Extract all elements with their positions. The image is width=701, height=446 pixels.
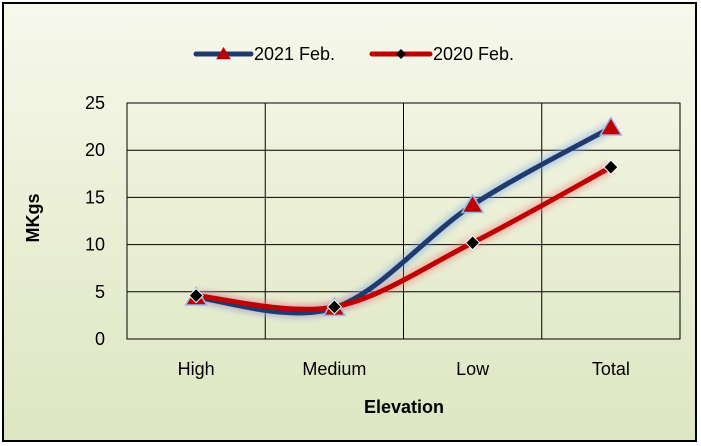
legend-label: 2020 Feb. — [433, 44, 514, 64]
y-tick-label: 25 — [85, 93, 105, 113]
data-point-2020-feb — [326, 299, 343, 315]
x-axis-ticks: High Medium Low Total — [178, 359, 630, 379]
x-axis-title: Elevation — [364, 397, 444, 417]
gridlines — [127, 102, 680, 340]
series-line-2021-feb — [193, 125, 614, 316]
x-tick-label: High — [178, 359, 215, 379]
data-point-2020-feb — [603, 159, 619, 175]
series-markers — [184, 116, 623, 317]
data-point-2021-feb — [460, 193, 485, 214]
x-tick-label: Medium — [302, 359, 366, 379]
y-tick-label: 5 — [95, 282, 105, 302]
x-tick-label: Low — [456, 359, 490, 379]
series-lines — [193, 125, 614, 316]
y-tick-label: 0 — [95, 329, 105, 349]
legend-entry: 2020 Feb. — [369, 44, 514, 64]
legend-marker — [396, 49, 406, 59]
y-axis-ticks: 0 5 10 15 20 25 — [85, 93, 105, 349]
legend-label: 2021 Feb. — [254, 44, 335, 64]
legend: 2021 Feb. 2020 Feb. — [193, 44, 514, 64]
data-point-2021-feb — [599, 116, 623, 136]
legend-entry: 2021 Feb. — [193, 44, 335, 64]
legend-marker — [216, 47, 231, 60]
chart-frame — [2, 2, 697, 442]
y-axis-title: MKgs — [23, 194, 43, 243]
data-point-2020-feb — [188, 287, 204, 304]
data-point-2020-feb — [464, 235, 481, 251]
y-tick-label: 20 — [85, 140, 105, 160]
y-tick-label: 15 — [85, 187, 105, 207]
series-line-2020-feb — [193, 164, 614, 312]
x-tick-label: Total — [592, 359, 630, 379]
y-tick-label: 10 — [85, 235, 105, 255]
